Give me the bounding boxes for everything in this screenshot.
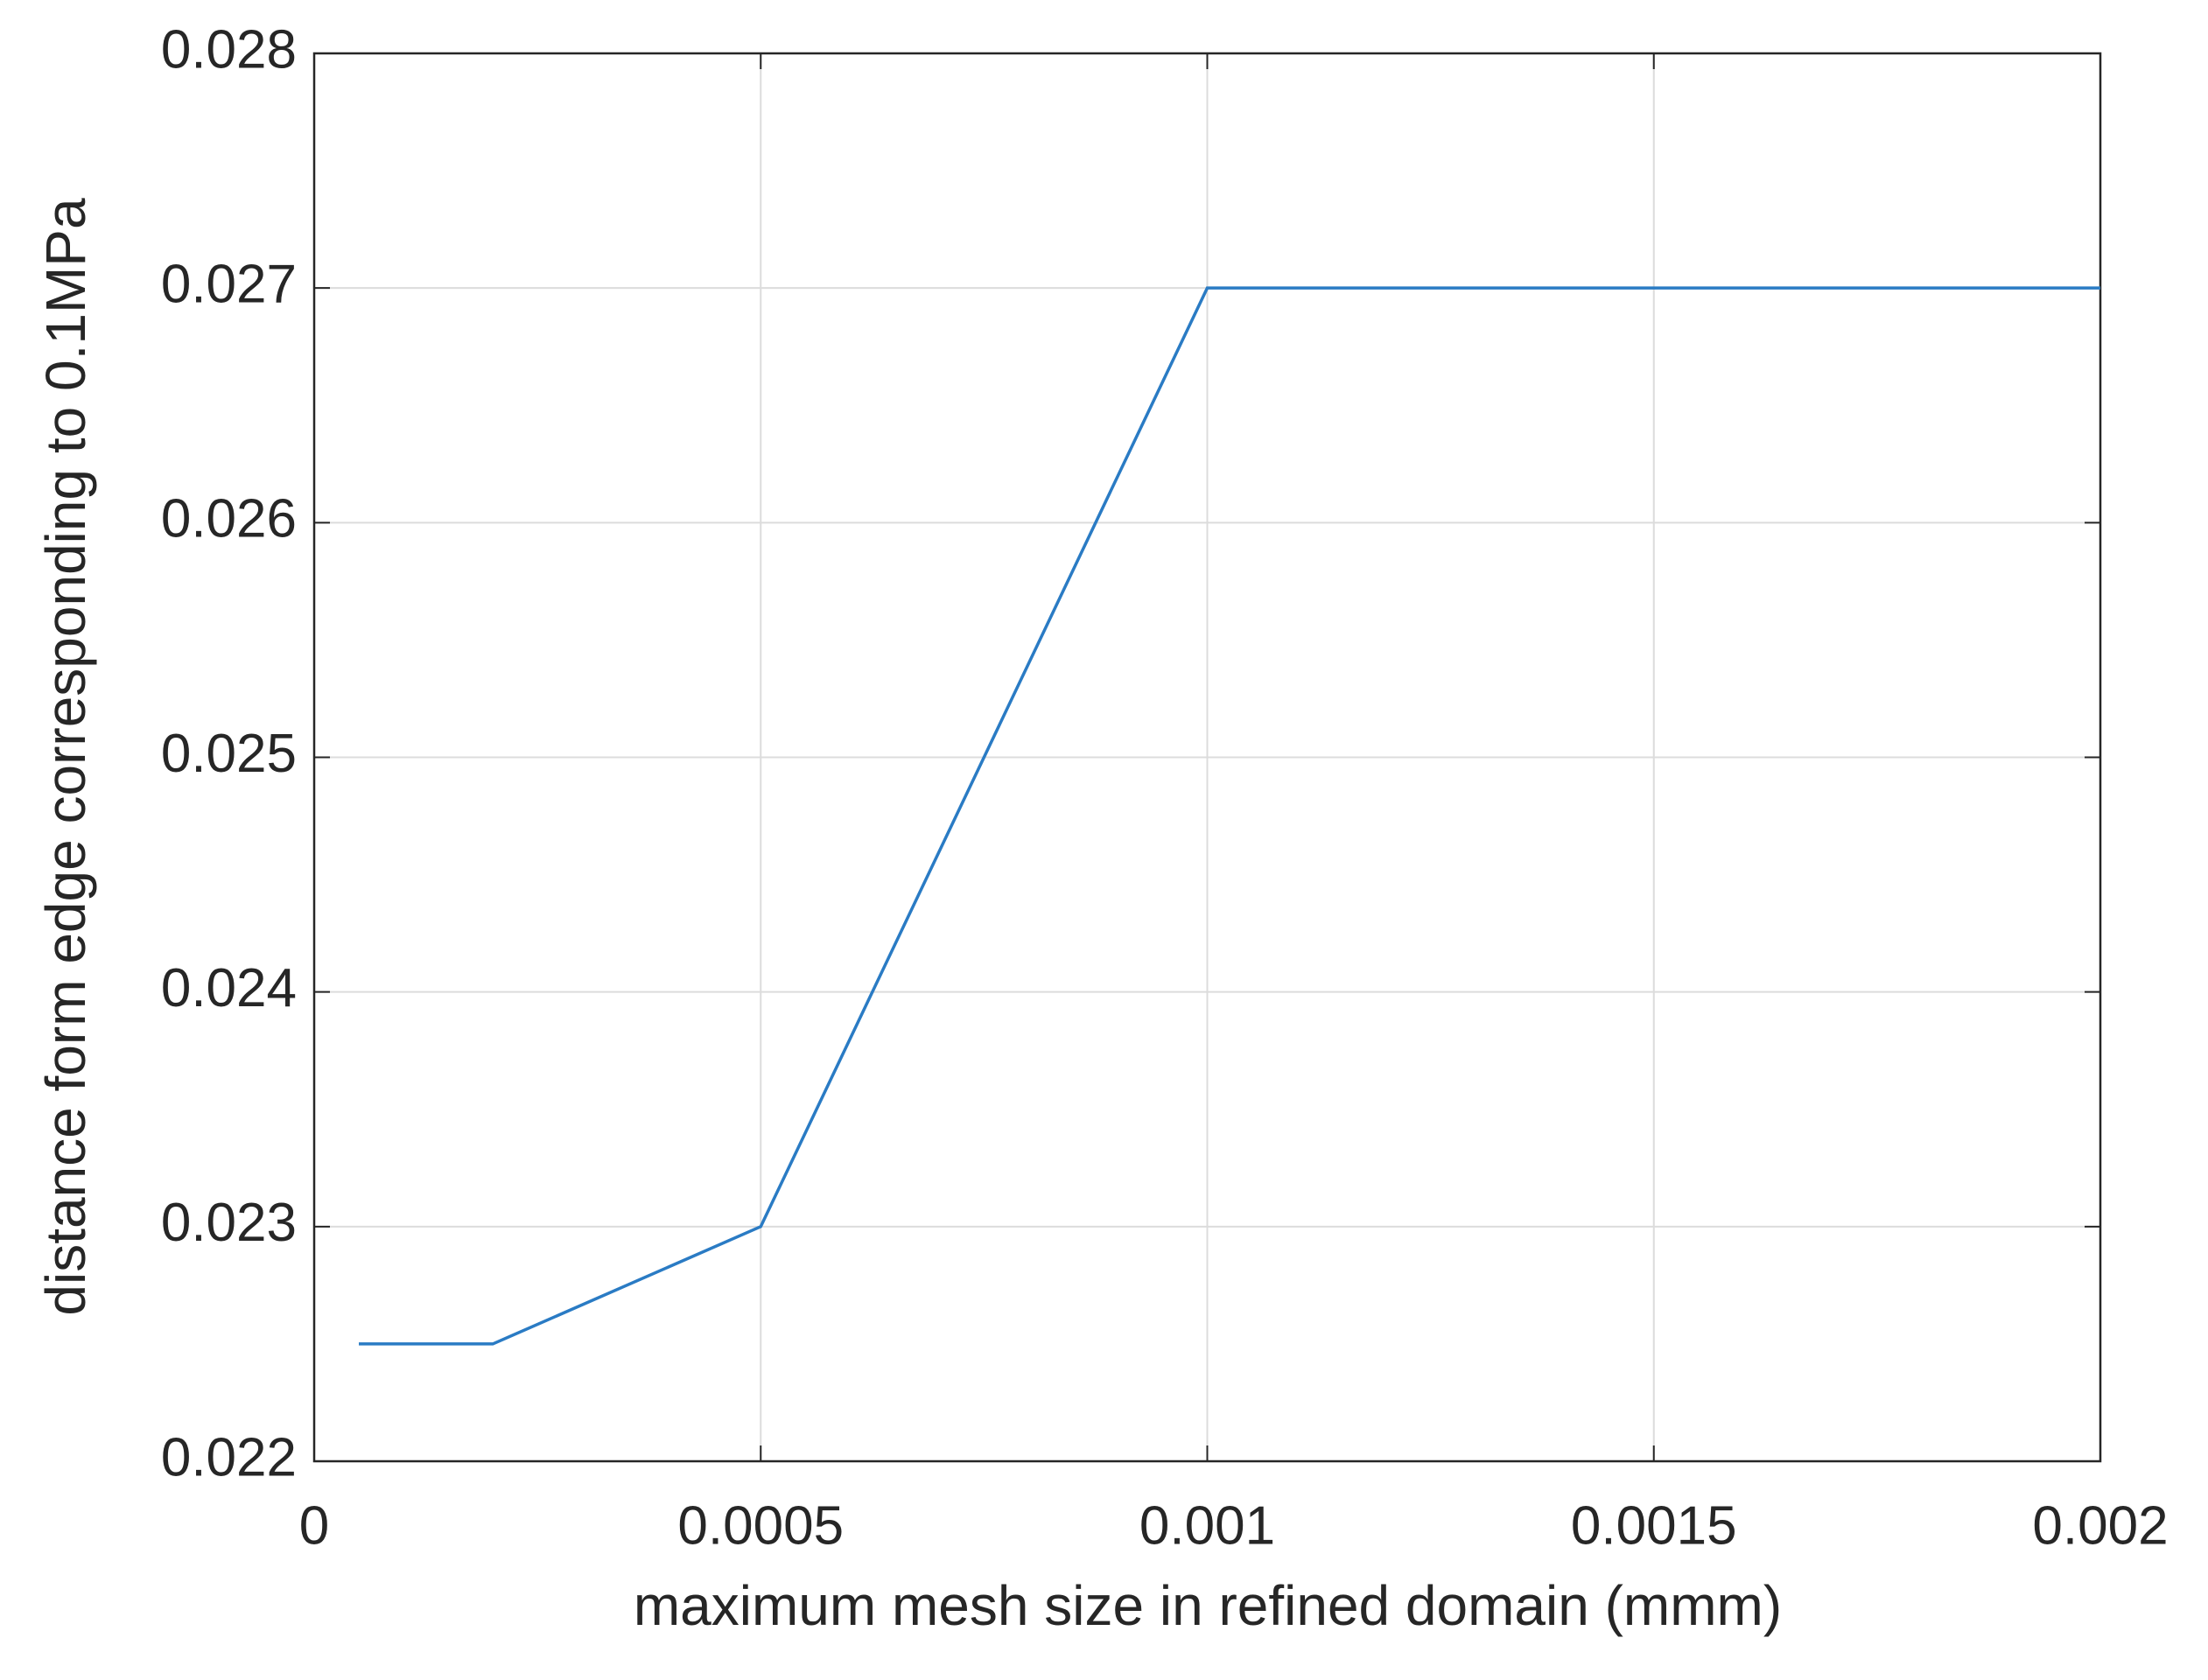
y-tick-label: 0.026: [161, 489, 297, 550]
y-tick-label: 0.025: [161, 724, 297, 784]
y-tick-label: 0.022: [161, 1427, 297, 1488]
y-tick-label: 0.027: [161, 255, 297, 315]
x-tick-label: 0.0015: [1571, 1495, 1737, 1556]
y-axis-label: distance form edge corresponding to 0.1M…: [34, 198, 97, 1316]
data-line: [359, 286, 2100, 1346]
x-tick-label: 0.0005: [677, 1495, 844, 1556]
x-axis-label: maximum mesh size in refined domain (mmm…: [634, 1574, 1782, 1637]
x-tick-label: 0.001: [1139, 1495, 1275, 1556]
y-tick-label: 0.028: [161, 19, 297, 80]
x-tick-label: 0.002: [2032, 1495, 2168, 1556]
plot-frame: [312, 52, 2102, 1463]
y-tick-label: 0.023: [161, 1193, 297, 1253]
x-tick-label: 0: [299, 1495, 329, 1556]
y-tick-label: 0.024: [161, 958, 297, 1018]
